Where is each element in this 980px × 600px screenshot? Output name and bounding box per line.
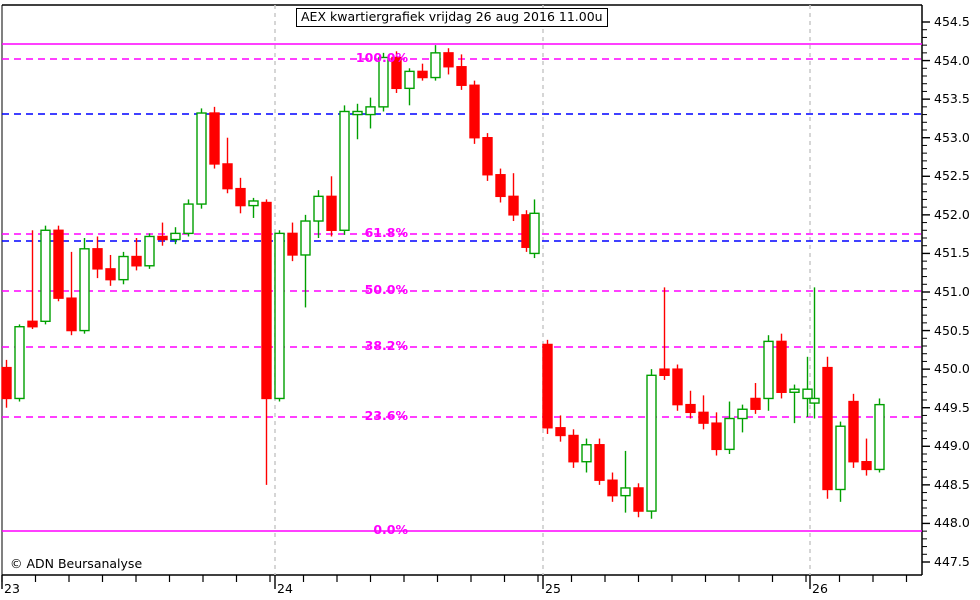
y-axis-tick-label: 451.0 [934, 284, 970, 299]
x-axis-tick-label: 23 [4, 581, 20, 596]
y-axis-tick-label: 450.0 [934, 361, 970, 377]
fibonacci-level-label: 100.0% [355, 50, 408, 65]
fibonacci-level-label: 38.2% [364, 338, 408, 353]
copyright-notice: © ADN Beursanalyse [10, 556, 143, 571]
y-axis-tick-label: 449.0 [934, 438, 970, 454]
y-axis-tick-label: 448.5 [934, 476, 970, 492]
y-axis-tick-label: 449.5 [934, 399, 970, 415]
y-axis-tick-label: 451.5 [934, 245, 970, 261]
fibonacci-level-label: 61.8% [364, 225, 408, 240]
y-axis-tick-label: 452.5 [934, 168, 970, 184]
y-axis-tick-label: 447.5 [934, 554, 970, 569]
fibonacci-level-label: 0.0% [373, 522, 408, 537]
y-axis-tick-label: 453.0 [934, 129, 970, 145]
chart-title: AEX kwartiergrafiek vrijdag 26 aug 2016 … [296, 8, 608, 27]
y-axis-tick-label: 454.5 [934, 14, 970, 29]
y-axis-tick-label: 453.5 [934, 91, 970, 107]
fibonacci-level-label: 50.0% [364, 282, 408, 297]
x-axis-tick-label: 25 [545, 581, 561, 596]
y-axis-tick-label: 452.0 [934, 206, 970, 222]
y-axis-tick-label: 448.0 [934, 515, 970, 531]
x-axis-tick-label: 26 [812, 581, 828, 596]
y-axis-tick-label: 454.0 [934, 52, 970, 68]
x-axis-tick-label: 24 [277, 581, 293, 596]
y-axis-tick-label: 450.5 [934, 322, 970, 338]
fibonacci-level-label: 23.6% [364, 408, 408, 423]
